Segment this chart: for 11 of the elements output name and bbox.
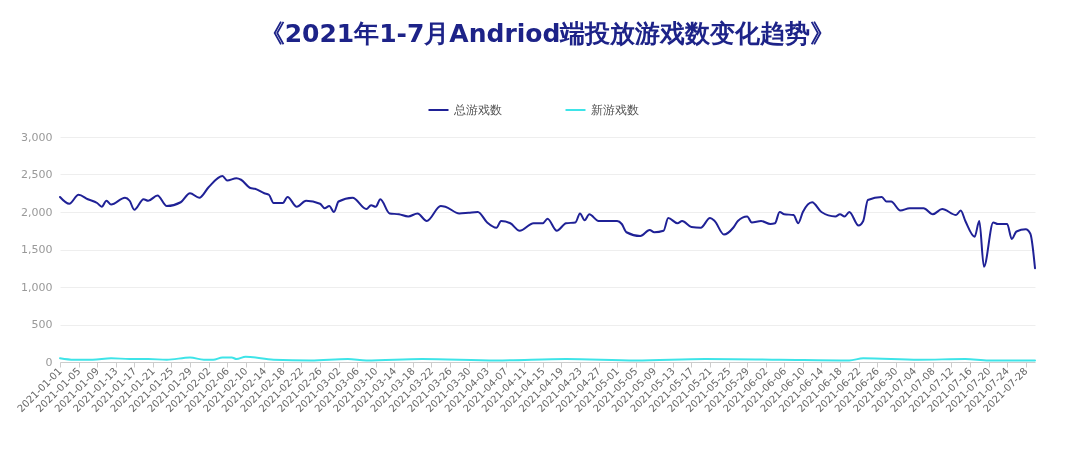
y-tick-label: 1,500 [21,243,53,256]
legend-label: 总游戏数 [452,103,502,117]
line-series [59,175,1036,270]
y-tick-label: 3,000 [21,130,53,144]
legend-label: 新游戏数 [590,103,639,117]
chart-title: 《2021年1-7月Andriod端投放游戏数变化趋势》 [259,19,836,48]
y-tick-label: 500 [31,318,53,331]
y-tick-label: 1,000 [21,280,53,294]
y-tick-label: 0 [45,355,53,369]
y-tick-label: 2,000 [21,205,53,219]
y-tick-label: 2,500 [21,168,53,181]
